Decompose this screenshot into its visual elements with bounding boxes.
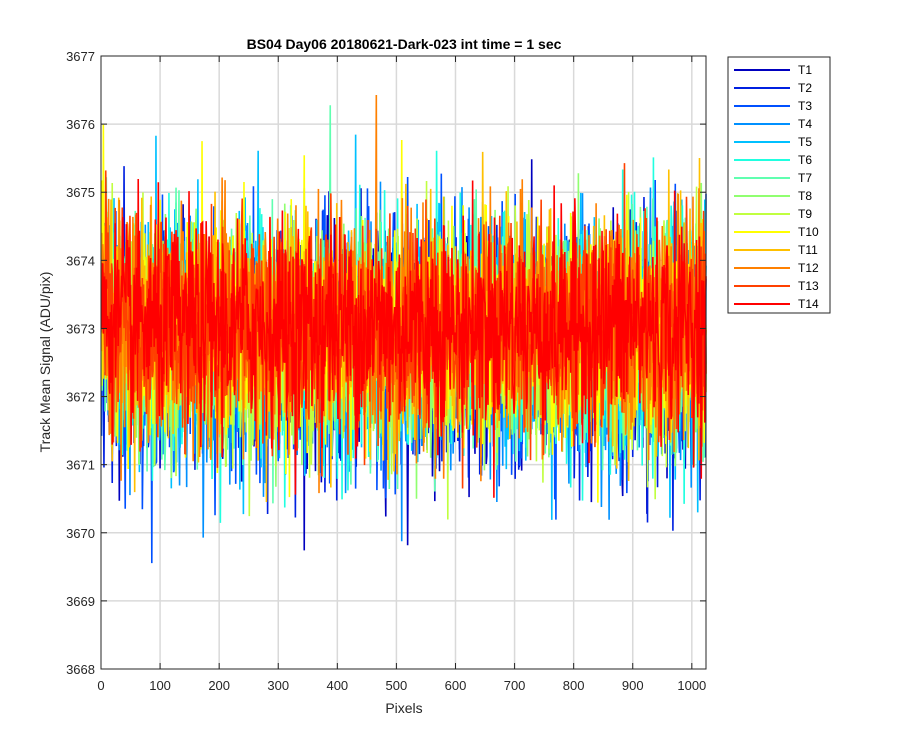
legend-label: T13 — [798, 279, 819, 293]
y-tick-label: 3670 — [66, 526, 95, 541]
y-tick-label: 3669 — [66, 594, 95, 609]
series-layer — [100, 95, 707, 564]
x-tick-label: 200 — [208, 678, 230, 693]
legend-label: T6 — [798, 153, 812, 167]
y-tick-label: 3675 — [66, 185, 95, 200]
legend-label: T3 — [798, 99, 812, 113]
y-axis-ticks: 3668 3669 3670 3671 3672 3673 3674 3675 3676 3677 — [66, 49, 706, 677]
x-tick-label: 600 — [445, 678, 467, 693]
legend-label: T8 — [798, 189, 812, 203]
y-axis-label: Track Mean Signal (ADU/pix) — [37, 272, 53, 453]
x-tick-label: 1000 — [677, 678, 706, 693]
x-tick-label: 700 — [504, 678, 526, 693]
chart-title: BS04 Day06 20180621-Dark-023 int time = … — [247, 36, 562, 52]
legend-label: T12 — [798, 261, 819, 275]
legend-label: T14 — [798, 297, 819, 311]
legend-label: T5 — [798, 135, 812, 149]
x-tick-label: 400 — [326, 678, 348, 693]
x-axis-ticks: 0 100 200 300 400 500 600 700 800 900 1000 — [97, 56, 706, 693]
legend-label: T1 — [798, 63, 812, 77]
y-tick-label: 3671 — [66, 458, 95, 473]
legend: T1 T2 T3 T4 T5 T6 T7 T8 T9 T10 T11 T12 T13 T14 — [727, 56, 831, 314]
x-tick-label: 500 — [386, 678, 408, 693]
y-tick-label: 3677 — [66, 49, 95, 64]
x-tick-label: 900 — [622, 678, 644, 693]
legend-box — [727, 56, 831, 314]
legend-label: T10 — [798, 225, 819, 239]
y-tick-label: 3673 — [66, 321, 95, 336]
x-tick-label: 100 — [149, 678, 171, 693]
plot-frame — [100, 55, 707, 670]
legend-label: T7 — [798, 171, 812, 185]
x-tick-label: 0 — [97, 678, 104, 693]
legend-label: T11 — [798, 243, 818, 257]
y-tick-label: 3672 — [66, 390, 95, 405]
legend-label: T4 — [798, 117, 812, 131]
legend-label: T9 — [798, 207, 812, 221]
y-tick-label: 3674 — [66, 253, 95, 268]
legend-label: T2 — [798, 81, 812, 95]
x-axis-label: Pixels — [385, 700, 422, 716]
x-tick-label: 800 — [563, 678, 585, 693]
series-line-t14 — [100, 179, 707, 498]
x-tick-label: 300 — [267, 678, 289, 693]
y-tick-label: 3676 — [66, 117, 95, 132]
y-tick-label: 3668 — [66, 662, 95, 677]
